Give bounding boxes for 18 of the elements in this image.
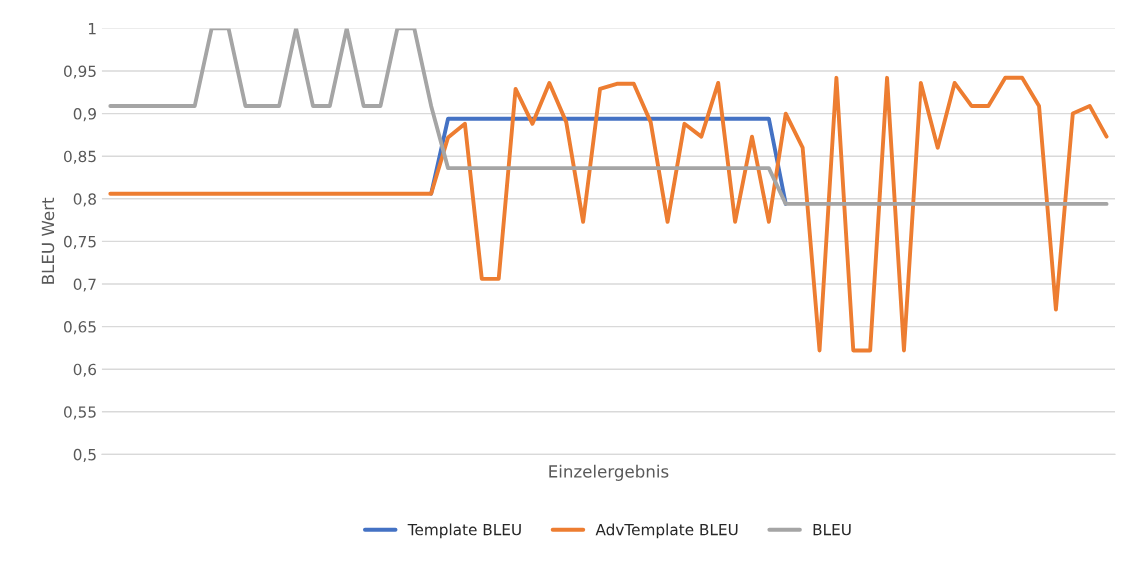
line-series [108,28,1109,206]
y-tick-label: 0,5 [73,448,96,462]
legend-label: AdvTemplate BLEU [595,523,738,539]
y-tick-label: 0,95 [64,65,96,79]
y-tick-label: 0,75 [64,235,96,249]
legend-label: BLEU [813,524,851,536]
y-tick-label: 0,85 [64,150,96,164]
y-tick-label: 0,65 [64,321,96,335]
y-axis-title: BLEU Wert [41,197,55,284]
y-tick-label: 1 [88,23,96,35]
line-series [108,75,1109,353]
legend-label: Template BLEU [407,523,521,539]
y-tick-label: 0,6 [73,363,97,377]
y-tick-label: 0,8 [73,193,96,207]
x-axis-title: Einzelergebnis [549,464,669,481]
y-tick-label: 0,7 [73,278,96,292]
y-tick-label: 0,55 [64,406,96,420]
y-tick-label: 0,9 [73,108,96,122]
